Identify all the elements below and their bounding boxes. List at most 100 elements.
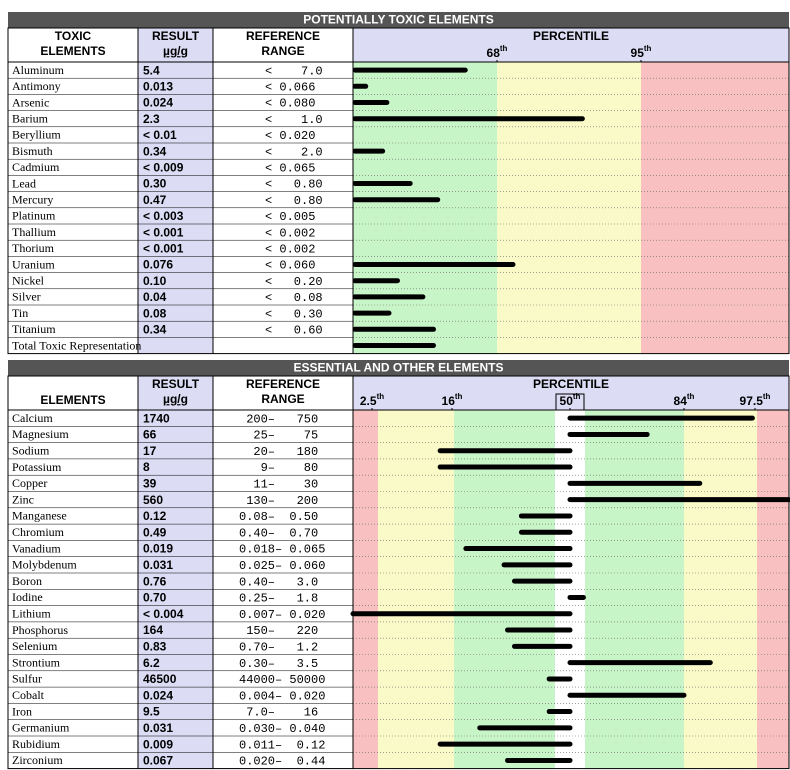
element-name: Nickel: [12, 273, 45, 287]
result: 39: [143, 477, 157, 491]
marker-sup: th: [455, 392, 463, 401]
section-title-bar: [8, 360, 789, 376]
percentile-header-bg: [353, 28, 789, 62]
reference-range: < 0.020: [265, 129, 315, 143]
marker-label: 97.5: [740, 394, 764, 408]
percentile-marker: 16th: [442, 392, 463, 408]
marker-sup: th: [573, 392, 581, 401]
header: TOXIC: [55, 29, 92, 43]
element-name: Arsenic: [12, 95, 49, 109]
reference-range: < 0.80: [265, 194, 323, 208]
reference-range: 25– 75: [239, 429, 318, 443]
zone: [641, 62, 789, 354]
reference-range: 7.0– 16: [239, 706, 318, 720]
element-name: Cadmium: [12, 160, 60, 174]
reference-range: < 0.066: [265, 80, 315, 94]
result: 0.024: [143, 96, 173, 110]
result: 0.019: [143, 542, 173, 556]
element-name: Platinum: [12, 209, 56, 223]
element-name: Magnesium: [12, 427, 69, 441]
element-name: Manganese: [12, 509, 67, 523]
element-name: Selenium: [12, 639, 58, 653]
reference-range: 200– 750: [239, 412, 318, 426]
percentile-marker: 68th: [487, 44, 508, 60]
header: RANGE: [261, 392, 304, 406]
result: 0.10: [143, 274, 167, 288]
result: 1740: [143, 411, 170, 425]
reference-range: 0.30– 3.5: [239, 657, 318, 671]
marker-label: 16: [442, 394, 456, 408]
element-name: Chromium: [12, 525, 65, 539]
element-name: Silver: [12, 290, 41, 304]
reference-range: 0.08– 0.50: [239, 510, 318, 524]
reference-range: < 0.30: [265, 307, 323, 321]
element-name: Barium: [12, 111, 49, 125]
result: < 0.004: [143, 607, 184, 621]
result: 0.031: [143, 721, 173, 735]
element-name: Zinc: [12, 492, 34, 506]
element-name: Iodine: [12, 590, 43, 604]
marker-sup: th: [500, 44, 508, 53]
result: < 0.001: [143, 225, 184, 239]
result: 2.3: [143, 112, 160, 126]
element-name: Zirconium: [12, 753, 63, 767]
reference-range: 0.025– 0.060: [239, 559, 325, 573]
result: 17: [143, 444, 157, 458]
reference-range: < 0.065: [265, 161, 315, 175]
percentile-marker: 84th: [674, 392, 695, 408]
header: µg/g: [163, 44, 188, 58]
header: PERCENTILE: [533, 377, 609, 391]
element-name: Uranium: [12, 257, 55, 271]
section-border: [7, 27, 790, 355]
reference-range: 0.018– 0.065: [239, 543, 325, 557]
reference-range: 0.40– 0.70: [239, 526, 318, 540]
result: < 0.009: [143, 160, 184, 174]
header: REFERENCE: [246, 29, 320, 43]
header: PERCENTILE: [533, 29, 609, 43]
reference-range: 11– 30: [239, 478, 318, 492]
element-name: Tin: [12, 306, 28, 320]
reference-range: < 0.002: [265, 242, 315, 256]
result: 66: [143, 428, 157, 442]
result: 0.30: [143, 177, 167, 191]
result: < 0.003: [143, 209, 184, 223]
result: 0.024: [143, 688, 173, 702]
percentile-marker: 97.5th: [740, 392, 771, 408]
element-name: Sulfur: [12, 672, 42, 686]
header: µg/g: [163, 392, 188, 406]
section-title: POTENTIALLY TOXIC ELEMENTS: [303, 13, 493, 27]
header: RANGE: [261, 44, 304, 58]
reference-range: 44000– 50000: [239, 673, 325, 687]
marker-label: 84: [674, 394, 688, 408]
element-name: Rubidium: [12, 737, 61, 751]
result: 164: [143, 623, 163, 637]
result: 0.08: [143, 306, 167, 320]
element-name: Beryllium: [12, 128, 61, 142]
result: 0.013: [143, 79, 173, 93]
element-name: Antimony: [12, 79, 61, 93]
section-title: ESSENTIAL AND OTHER ELEMENTS: [293, 361, 503, 375]
result: 8: [143, 460, 150, 474]
reference-range: 0.007– 0.020: [239, 608, 325, 622]
result: 0.031: [143, 558, 173, 572]
result: 0.34: [143, 322, 167, 336]
result: 0.067: [143, 754, 173, 768]
result: 0.76: [143, 574, 167, 588]
reference-range: < 0.060: [265, 259, 315, 273]
header: ELEMENTS: [40, 44, 105, 58]
result: 0.076: [143, 258, 173, 272]
result: 6.2: [143, 656, 160, 670]
element-name: Vanadium: [12, 541, 61, 555]
result: < 0.01: [143, 128, 177, 142]
result: 46500: [143, 672, 177, 686]
element-name: Aluminum: [12, 63, 65, 77]
header: RESULT: [152, 29, 200, 43]
marker-sup: th: [644, 44, 652, 53]
reference-range: < 1.0: [265, 113, 323, 127]
element-name: Copper: [12, 476, 47, 490]
zone: [684, 410, 757, 769]
marker-sup: th: [687, 392, 695, 401]
percentile-header-bg: [353, 376, 789, 410]
reference-range: < 0.80: [265, 178, 323, 192]
reference-range: 0.030– 0.040: [239, 722, 325, 736]
